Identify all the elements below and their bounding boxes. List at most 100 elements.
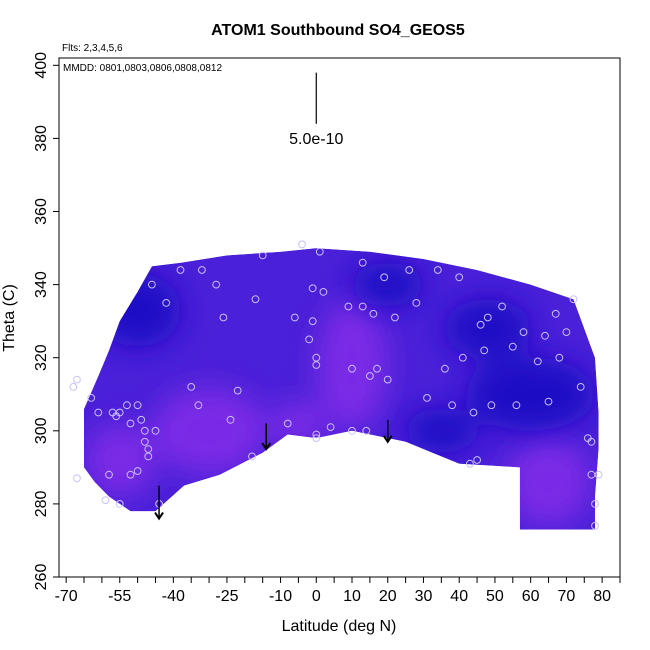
scale-bar-label: 5.0e-10 (289, 131, 343, 148)
data-point (133, 401, 142, 410)
arrow-1 (261, 423, 272, 451)
data-point (405, 266, 414, 274)
data-point (305, 335, 314, 344)
data-point (366, 372, 374, 380)
data-point (358, 302, 367, 311)
data-point (480, 346, 489, 355)
high-region-4 (269, 401, 327, 446)
data-point (487, 401, 496, 410)
x-tick-label: -70 (55, 588, 78, 605)
data-point (594, 470, 603, 479)
x-tick-label: -25 (215, 588, 238, 605)
sample-points (69, 240, 603, 530)
dates-note: MMDD: 0801,0803,0806,0808,0812 (63, 63, 222, 74)
data-point (101, 496, 110, 505)
high-region-3 (505, 438, 592, 526)
data-point (144, 445, 153, 454)
data-point (519, 328, 528, 337)
data-point (69, 383, 78, 391)
data-point (298, 240, 306, 249)
high-region-1 (84, 423, 156, 497)
y-tick-label: 340 (33, 271, 50, 298)
data-point (162, 299, 171, 307)
data-point (151, 426, 160, 435)
data-point (369, 309, 378, 318)
data-point (194, 401, 203, 410)
data-point (458, 353, 467, 362)
x-tick-label: -55 (108, 588, 131, 605)
data-point (115, 500, 124, 508)
data-point (308, 317, 317, 326)
x-tick-label: 10 (343, 588, 361, 605)
data-point (591, 521, 599, 530)
data-point (115, 408, 124, 417)
x-axis-title: Latitude (deg N) (282, 618, 397, 635)
data-point (433, 266, 442, 274)
x-tick-label: -40 (162, 588, 185, 605)
y-tick-label: 360 (33, 198, 50, 225)
data-point (126, 419, 135, 428)
data-point (348, 426, 356, 435)
data-point (312, 430, 321, 439)
data-point (140, 437, 149, 446)
chart-title: ATOM1 Southbound SO4_GEOS5 (211, 22, 465, 39)
data-point (226, 415, 235, 424)
data-point (176, 266, 185, 274)
data-point (219, 313, 228, 322)
x-tick-label: -10 (269, 588, 292, 605)
y-axis-title: Theta (C) (1, 284, 18, 352)
y-tick-label: 380 (33, 125, 50, 152)
x-tick-label: 0 (312, 588, 321, 605)
data-point (133, 467, 142, 475)
x-tick-label: 40 (450, 588, 468, 605)
data-point (455, 273, 464, 282)
data-point (576, 383, 585, 391)
data-point (137, 415, 146, 424)
data-point (362, 426, 371, 435)
data-point (512, 401, 521, 410)
data-point (319, 288, 328, 296)
data-point (123, 401, 131, 410)
data-point (105, 470, 113, 479)
data-point (312, 361, 321, 369)
arrow-2 (382, 419, 393, 444)
y-tick-label: 400 (33, 52, 50, 79)
x-tick-label: 60 (522, 588, 540, 605)
plot-frame (58, 57, 621, 578)
y-tick-label: 300 (33, 417, 50, 444)
data-point (326, 423, 335, 432)
data-point (569, 295, 578, 304)
data-point (87, 394, 96, 402)
low-region-1 (466, 357, 595, 431)
data-point (380, 273, 389, 282)
data-point (541, 331, 549, 340)
data-point (469, 408, 478, 417)
arrows (154, 419, 393, 521)
data-point (508, 342, 517, 351)
y-tick-label: 260 (33, 564, 50, 591)
data-point (373, 364, 381, 373)
low-region-2 (94, 273, 181, 347)
data-point (126, 470, 135, 479)
data-point (551, 309, 560, 318)
scale-bar: 5.0e-10 (289, 72, 344, 148)
high-region-0 (151, 386, 267, 475)
data-point (73, 474, 81, 483)
data-point (315, 247, 324, 256)
data-point (466, 459, 474, 468)
data-point (591, 500, 599, 508)
data-point (498, 302, 507, 311)
data-point (251, 295, 260, 304)
data-point (473, 456, 482, 464)
data-point (483, 313, 492, 322)
x-tick-label: 20 (379, 588, 397, 605)
data-point (94, 408, 103, 417)
data-point (344, 302, 353, 311)
data-point (391, 313, 399, 322)
flights-note: Flts: 2,3,4,5,6 (62, 43, 123, 54)
low-region-0 (444, 299, 531, 358)
data-point (73, 375, 81, 384)
data-point (448, 401, 457, 410)
data-point (258, 251, 267, 260)
